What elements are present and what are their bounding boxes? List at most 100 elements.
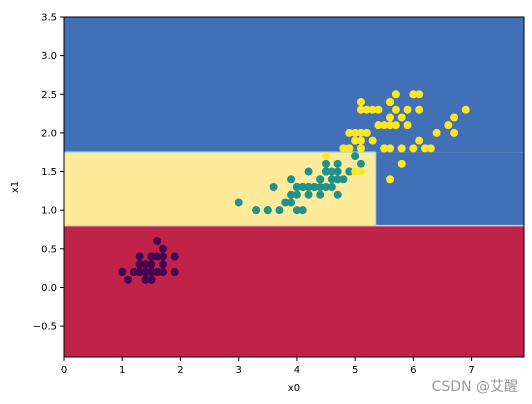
data-point-class-2 [351,167,360,176]
data-point-class-2 [374,121,383,130]
data-point-class-0 [141,268,150,276]
region-class-0-0 [64,225,524,357]
data-point-class-2 [386,121,395,130]
data-point-class-2 [345,144,354,153]
data-point-class-1 [327,183,336,191]
data-point-class-2 [356,98,365,106]
data-point-class-1 [333,175,342,184]
data-point-class-1 [287,190,296,199]
x-tick-label: 7 [468,365,474,376]
data-point-class-2 [356,105,365,114]
data-point-class-1 [287,175,296,184]
data-point-class-0 [158,252,167,261]
data-point-class-0 [129,268,138,276]
data-point-class-1 [322,167,331,176]
data-point-class-1 [298,183,307,191]
data-point-class-1 [281,198,290,207]
data-point-class-2 [374,105,383,114]
data-point-class-1 [275,206,284,215]
data-point-class-0 [170,252,179,261]
data-point-class-0 [158,244,167,253]
data-point-class-0 [135,260,144,269]
x-tick-label: 2 [177,365,183,376]
data-point-class-0 [153,268,162,276]
data-point-class-1 [345,167,354,176]
data-point-class-1 [304,183,313,191]
data-point-class-0 [170,268,179,276]
x-tick-label: 5 [352,365,358,376]
data-point-class-2 [322,152,331,161]
data-point-class-1 [310,183,319,191]
data-point-class-1 [316,175,325,184]
y-tick-label: 0.0 [41,283,57,294]
y-tick-label: 3.5 [41,13,57,24]
data-point-class-0 [124,275,133,284]
data-point-class-2 [415,105,424,114]
data-point-class-1 [333,190,342,199]
data-point-class-0 [135,252,144,261]
data-point-class-2 [397,159,406,168]
data-point-class-0 [118,268,127,276]
data-point-class-1 [316,190,325,199]
data-point-class-2 [415,90,424,99]
data-point-class-2 [421,144,430,153]
data-point-class-1 [287,198,296,207]
data-point-class-1 [327,167,336,176]
data-point-class-2 [450,113,459,122]
data-point-class-2 [461,105,470,114]
y-tick-label: 3.0 [41,51,57,62]
data-point-class-2 [356,136,365,145]
data-point-class-2 [368,105,377,114]
data-point-class-0 [147,268,156,276]
data-point-class-1 [292,190,301,199]
data-point-class-1 [292,206,301,215]
data-point-class-1 [327,175,336,184]
data-point-class-2 [345,128,354,137]
data-point-class-1 [292,183,301,191]
data-point-class-0 [135,268,144,276]
y-tick-label: −0.5 [33,322,57,333]
data-point-class-2 [391,121,400,130]
data-point-class-2 [391,90,400,99]
data-point-class-0 [153,237,162,246]
data-point-class-0 [153,252,162,261]
data-point-class-2 [362,128,371,137]
y-tick-label: 1.0 [41,206,57,217]
data-point-class-1 [333,159,342,168]
data-point-class-2 [356,128,365,137]
data-point-class-1 [333,167,342,176]
data-point-class-2 [362,105,371,114]
data-point-class-2 [386,144,395,153]
y-tick-label: 1.5 [41,167,57,178]
data-point-class-1 [356,159,365,168]
data-point-class-1 [304,190,313,199]
data-point-class-0 [141,260,150,269]
data-point-class-1 [304,167,313,176]
data-point-class-2 [426,144,435,153]
data-point-class-0 [158,268,167,276]
data-point-class-2 [403,121,412,130]
data-point-class-2 [444,121,453,130]
region-class-2-3 [64,17,524,153]
watermark-text: CSDN @艾醒 [431,379,518,395]
data-points [118,90,470,284]
data-point-class-2 [368,136,377,145]
data-point-class-2 [351,136,360,145]
data-point-class-1 [252,206,261,215]
data-point-class-1 [339,175,348,184]
data-point-class-2 [432,128,441,137]
data-point-class-1 [234,198,243,207]
data-point-class-1 [351,152,360,161]
data-point-class-2 [339,144,348,153]
data-point-class-2 [356,167,365,176]
data-point-class-1 [269,183,278,191]
x-tick-label: 1 [119,365,125,376]
data-point-class-2 [386,98,395,106]
plot-frame [63,16,525,358]
data-point-class-1 [316,183,325,191]
data-point-class-1 [322,183,331,191]
data-point-class-2 [386,113,395,122]
data-point-class-2 [415,136,424,145]
data-point-class-2 [386,175,395,184]
